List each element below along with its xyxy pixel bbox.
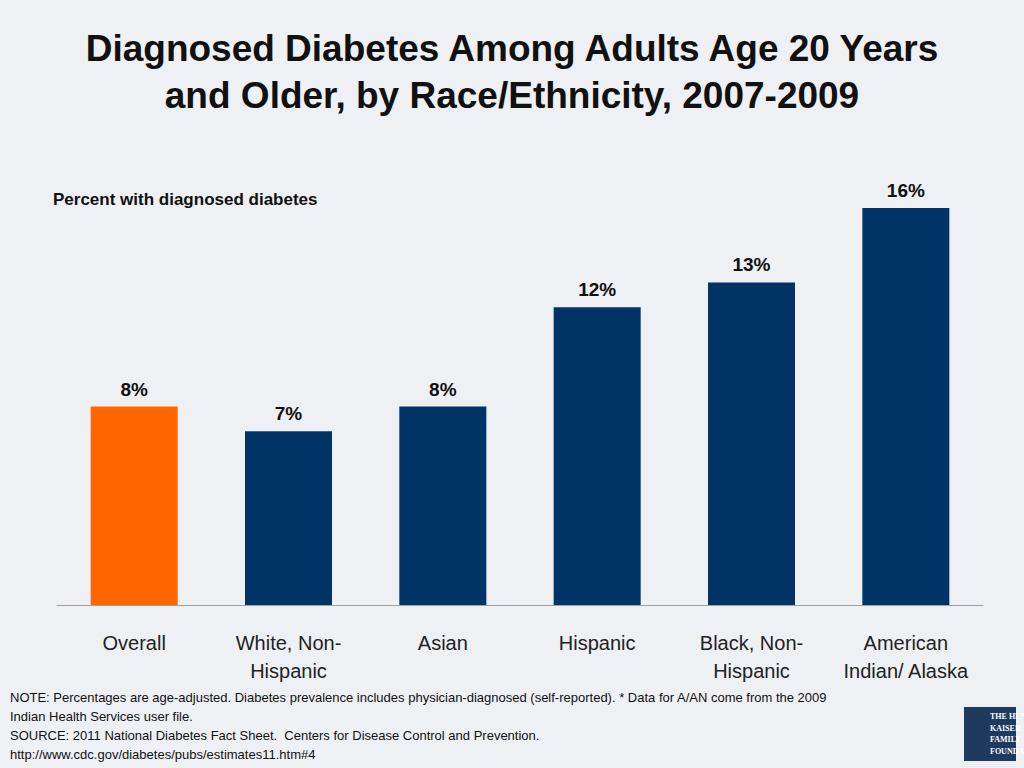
svg-text:http://www.cdc.gov/diabetes/pu: http://www.cdc.gov/diabetes/pubs/estimat… bbox=[10, 747, 315, 762]
svg-text:FAMILY: FAMILY bbox=[990, 735, 1021, 744]
svg-text:13%: 13% bbox=[732, 254, 770, 275]
svg-text:Indian/ Alaska: Indian/ Alaska bbox=[844, 660, 969, 682]
svg-text:Percent with diagnosed diabete: Percent with diagnosed diabetes bbox=[53, 190, 318, 209]
svg-text:Diagnosed Diabetes Among Adult: Diagnosed Diabetes Among Adults Age 20 Y… bbox=[86, 28, 939, 69]
svg-text:Hispanic: Hispanic bbox=[559, 632, 636, 654]
svg-text:American: American bbox=[864, 632, 948, 654]
svg-text:Hispanic: Hispanic bbox=[250, 660, 327, 682]
svg-text:Asian: Asian bbox=[418, 632, 468, 654]
svg-text:8%: 8% bbox=[120, 379, 148, 400]
svg-text:Black, Non-: Black, Non- bbox=[700, 632, 803, 654]
svg-text:FOUNDATION: FOUNDATION bbox=[990, 747, 1024, 756]
svg-text:KAISER: KAISER bbox=[990, 724, 1021, 733]
svg-text:7%: 7% bbox=[275, 403, 303, 424]
svg-text:8%: 8% bbox=[429, 379, 457, 400]
svg-text:Hispanic: Hispanic bbox=[713, 660, 790, 682]
svg-text:SOURCE: 2011 National Diabetes: SOURCE: 2011 National Diabetes Fact Shee… bbox=[10, 728, 539, 743]
svg-text:Indian Health Services user fi: Indian Health Services user file. bbox=[10, 709, 193, 724]
svg-text:16%: 16% bbox=[887, 180, 925, 201]
svg-text:12%: 12% bbox=[578, 279, 616, 300]
svg-text:NOTE: Percentages are age-adju: NOTE: Percentages are age-adjusted. Diab… bbox=[10, 690, 827, 705]
svg-text:Overall: Overall bbox=[102, 632, 165, 654]
svg-text:THE HENRY J.: THE HENRY J. bbox=[990, 712, 1024, 721]
svg-text:White, Non-: White, Non- bbox=[236, 632, 342, 654]
svg-text:and Older, by Race/Ethnicity,: and Older, by Race/Ethnicity, 2007-2009 bbox=[165, 75, 859, 116]
